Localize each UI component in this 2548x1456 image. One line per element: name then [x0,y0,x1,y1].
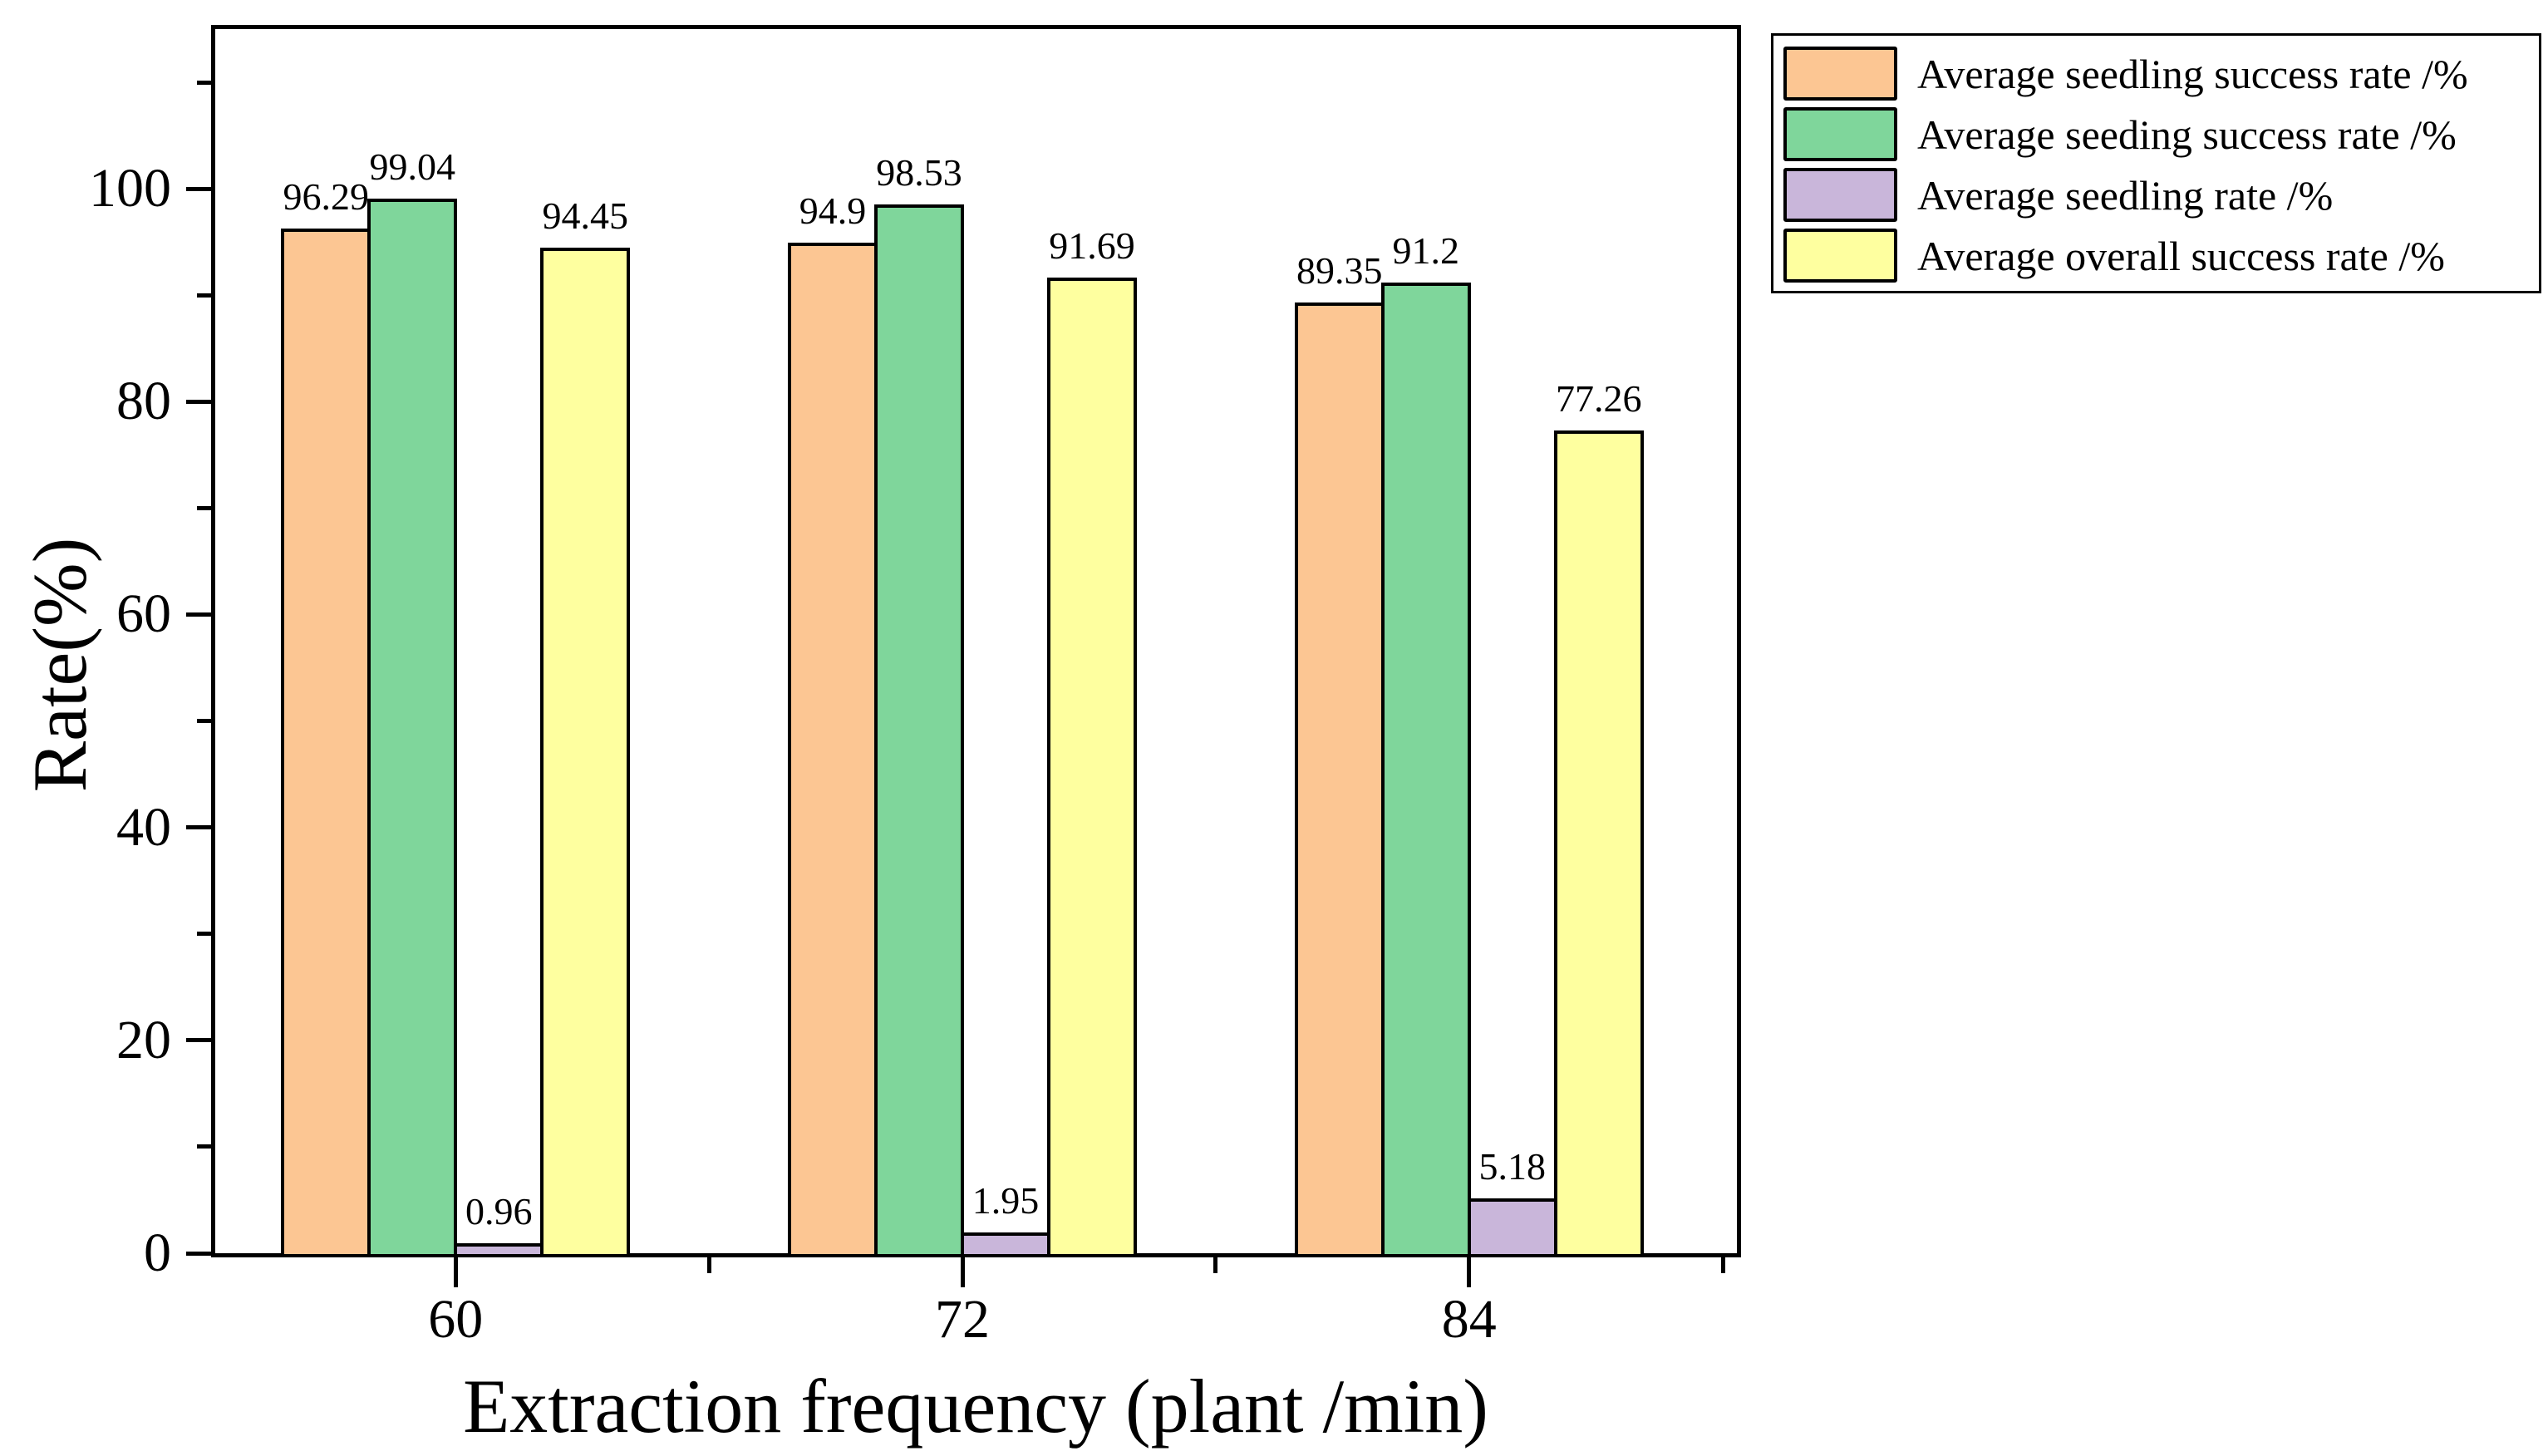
legend-swatch [1783,47,1897,101]
y-minor-tick [197,505,211,510]
plot-frame: 96.29 99.04 0.96 94.45 94.9 98.53 1.95 91.69 89.… [186,25,1741,1287]
legend-swatch [1783,229,1897,283]
bar-value-label: 98.53 [876,150,962,194]
bar-value-label: 91.2 [1392,229,1459,272]
bar [540,248,631,1257]
bar [788,243,878,1257]
legend-entry: Average seedling success rate /% [1783,43,2539,104]
x-axis-tick-label: 72 [935,1289,991,1350]
x-major-tick [1467,1257,1472,1287]
y-axis-tick-label: 60 [116,583,171,645]
x-minor-tick [706,1257,711,1273]
x-major-tick [960,1257,965,1287]
legend-box: Average seedling success rate /% Average … [1771,33,2541,293]
y-minor-tick [197,719,211,724]
bar [1467,1198,1557,1257]
bar [281,228,371,1257]
bar [961,1232,1051,1257]
legend-entry-label: Average seedling rate /% [1917,171,2334,219]
legend-entry-label: Average overall success rate /% [1917,232,2445,279]
y-major-tick [186,186,211,191]
y-axis-tick-label: 80 [116,371,171,432]
y-axis-tick-label: 20 [116,1009,171,1070]
y-axis-tick-label: 100 [89,158,171,219]
bar-value-label: 99.04 [369,145,456,189]
bar [367,199,458,1257]
bar-value-label: 91.69 [1049,224,1135,267]
x-minor-tick [1721,1257,1726,1273]
y-major-tick [186,612,211,617]
y-major-tick [186,825,211,830]
bar-value-label: 77.26 [1555,377,1642,421]
bar-value-label: 96.29 [283,175,370,218]
y-axis-tick-label: 40 [116,796,171,858]
legend-entry: Average overall success rate /% [1783,225,2539,286]
bar [1380,282,1471,1257]
bar [1047,277,1138,1257]
legend-entry: Average seeding success rate /% [1783,104,2539,165]
x-axis-title: Extraction frequency (plant /min) [463,1364,1488,1449]
y-major-tick [186,399,211,404]
y-major-tick [186,1251,211,1256]
y-axis-tick-label: 0 [144,1222,171,1283]
y-minor-tick [197,932,211,937]
x-minor-tick [1213,1257,1218,1273]
bar [1553,430,1644,1257]
y-axis-title: Rate(%) [17,537,102,793]
bar [1294,302,1385,1257]
y-minor-tick [197,80,211,85]
bar-value-label: 0.96 [465,1189,533,1232]
y-minor-tick [197,1144,211,1149]
y-major-tick [186,1038,211,1043]
bar-value-label: 5.18 [1478,1144,1546,1188]
bar [454,1242,544,1257]
legend-entry-label: Average seedling success rate /% [1917,50,2468,97]
legend-entry: Average seedling rate /% [1783,165,2539,225]
x-major-tick [453,1257,458,1287]
x-axis-tick-label: 60 [428,1289,484,1350]
bar-value-label: 94.45 [542,194,629,238]
legend-swatch [1783,107,1897,161]
legend-swatch [1783,168,1897,222]
x-axis-tick-label: 84 [1441,1289,1497,1350]
bar [874,204,965,1257]
bar-value-label: 1.95 [971,1179,1040,1222]
y-minor-tick [197,293,211,298]
bar-value-label: 89.35 [1296,248,1383,292]
legend-entry-label: Average seeding success rate /% [1917,111,2457,158]
bar-value-label: 94.9 [799,189,867,233]
